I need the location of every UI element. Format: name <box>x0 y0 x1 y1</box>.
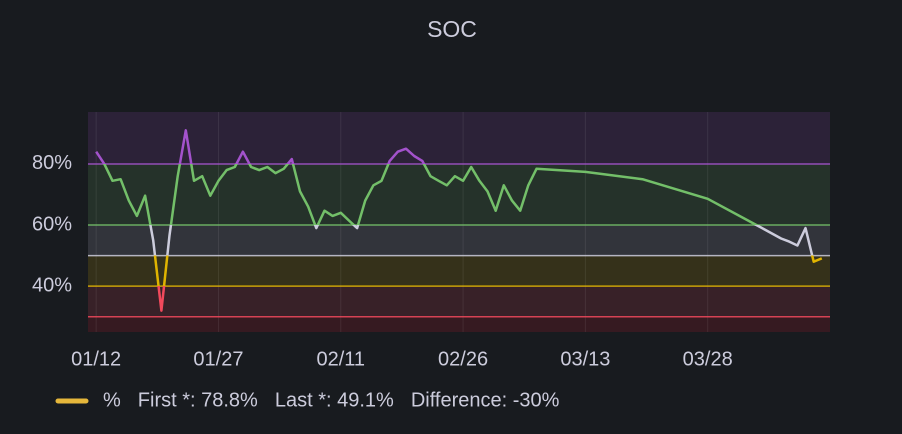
threshold-band <box>88 163 830 226</box>
threshold-band <box>88 112 830 164</box>
threshold-band <box>88 225 830 256</box>
chart-title: SOC <box>427 16 477 42</box>
x-tick-label: 01/27 <box>193 348 243 370</box>
legend-item: % <box>103 389 121 411</box>
legend-item: First *: 78.8% <box>138 389 258 411</box>
x-tick-label: 02/11 <box>316 348 365 370</box>
threshold-band <box>88 286 830 317</box>
y-tick-label: 40% <box>32 274 72 296</box>
series-line <box>95 129 823 312</box>
x-tick-label: 03/13 <box>560 348 610 370</box>
legend-item: Last *: 49.1% <box>275 389 394 411</box>
y-tick-label: 60% <box>32 213 72 235</box>
x-tick-label: 01/12 <box>71 348 121 370</box>
legend-item: Difference: -30% <box>411 389 560 411</box>
x-tick-label: 02/26 <box>438 348 488 370</box>
threshold-band <box>88 255 830 287</box>
threshold-band <box>88 316 830 332</box>
y-tick-label: 80% <box>32 152 72 174</box>
x-tick-label: 03/28 <box>683 348 733 370</box>
